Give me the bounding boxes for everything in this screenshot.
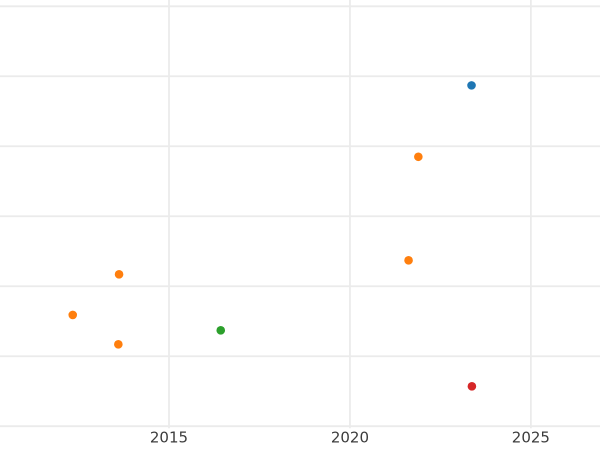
data-point-green xyxy=(216,326,226,335)
data-point-orange xyxy=(114,270,124,279)
data-point-orange xyxy=(68,310,78,320)
data-point-orange xyxy=(414,152,423,162)
data-point-red xyxy=(467,382,477,391)
data-point-orange xyxy=(114,340,123,349)
x-tick-label: 2015 xyxy=(150,429,188,447)
x-tick-label: 2020 xyxy=(331,429,369,447)
data-point-orange xyxy=(404,256,413,265)
x-tick-label: 2025 xyxy=(512,429,550,447)
data-point-blue xyxy=(467,81,476,90)
